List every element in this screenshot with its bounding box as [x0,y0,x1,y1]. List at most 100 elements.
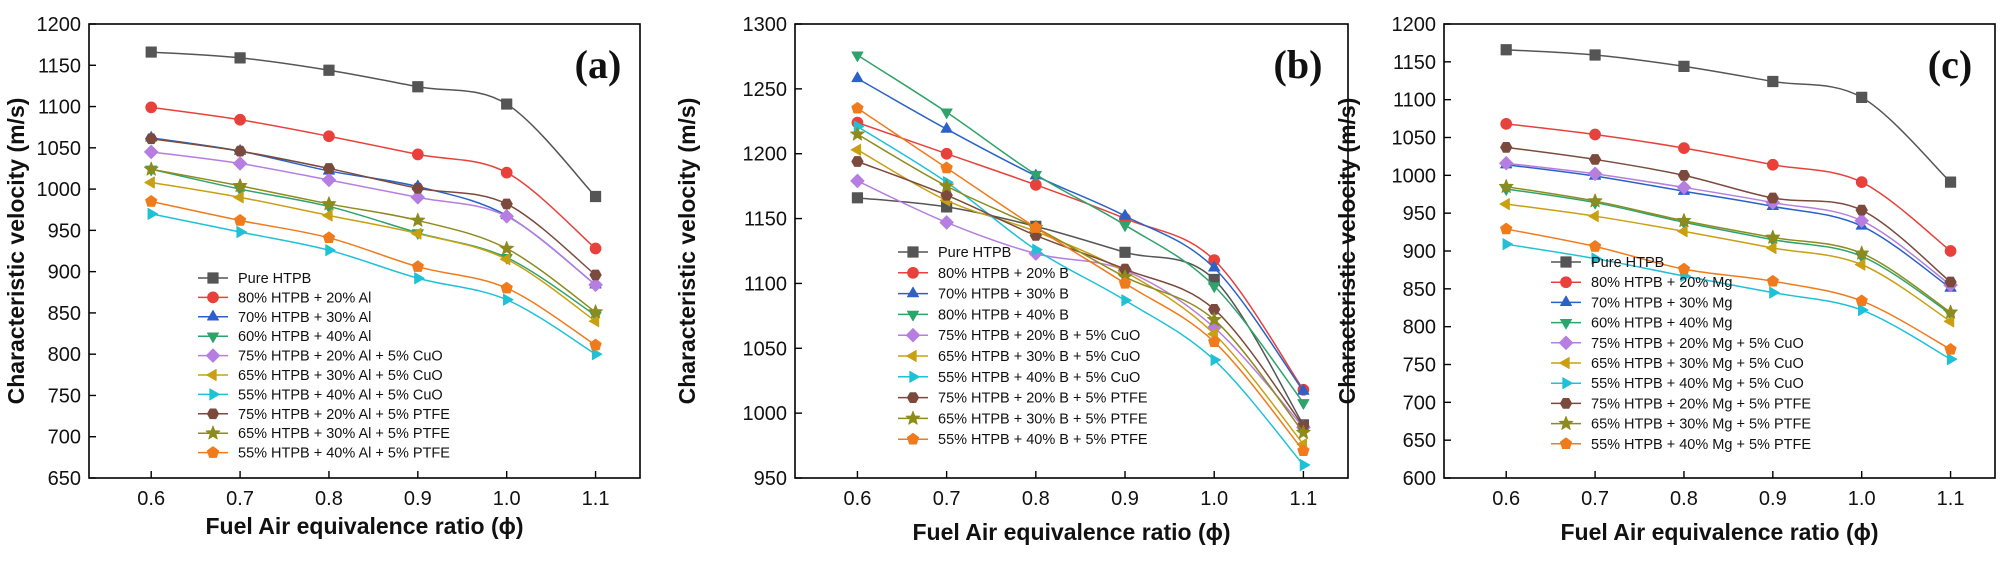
legend-marker [206,368,217,382]
data-point [232,156,248,171]
legend-marker [1559,356,1570,370]
data-point [322,231,336,244]
series-line [857,125,1304,466]
legend-item: 65% HTPB + 30% B + 5% PTFE [898,410,1148,427]
chart-panel-b: 950 1000 1050 1100 1150 1200 1250 1300 0.6 0.7 0.8… [674,14,1349,545]
x-tick-label: 1.0 [493,488,521,510]
data-point [1208,335,1221,348]
series-5 [144,144,603,292]
legend-item: 70% HTPB + 30% B [898,287,1069,303]
legend-item: 60% HTPB + 40% Al [198,329,371,345]
x-tick-label: 1.1 [1289,488,1317,510]
series-line [1506,123,1952,252]
y-tick-label: 850 [1403,279,1436,301]
legend-item: 70% HTPB + 30% Al [198,310,371,326]
data-point [499,209,514,224]
legend-label: Pure HTPB [1591,255,1664,271]
series-line [1506,188,1951,315]
y-tick-label: 1100 [744,273,787,295]
series-6 [1499,198,1955,328]
legend-item: 80% HTPB + 20% Mg [1551,275,1732,291]
y-axis-label: Characteristic velocity (m/s) [1334,98,1360,405]
legend-label: 75% HTPB + 20% B + 5% PTFE [938,391,1148,407]
legend: Pure HTPB 80% HTPB + 20% Mg 70% HTPB + 30%… [1551,255,1811,453]
series-8 [1500,141,1957,288]
series-10 [145,195,602,351]
legend-label: 75% HTPB + 20% Mg + 5% PTFE [1591,396,1811,412]
data-point [500,198,513,210]
data-point [1766,158,1779,171]
data-point [1208,260,1221,272]
legend-label: 65% HTPB + 30% Mg + 5% CuO [1591,356,1804,372]
legend-marker [206,332,220,344]
legend-marker [206,446,220,458]
legend-item: Pure HTPB [198,271,311,287]
data-point [1029,170,1042,182]
data-point [503,293,514,306]
series-2 [145,101,602,255]
data-point [850,173,865,189]
legend-marker [1562,377,1573,390]
chart-panel-c: 600 650 700 750 800 850 900 950 1000 1050 1100 1150… [1334,14,1996,545]
legend-item: 65% HTPB + 30% Al + 5% PTFE [198,425,450,442]
series-7 [853,120,1311,472]
series-line [1506,162,1951,286]
legend-label: 55% HTPB + 40% Mg + 5% CuO [1591,376,1804,392]
x-tick-label: 0.7 [1581,488,1609,510]
legend-marker [1559,437,1573,450]
legend-label: 80% HTPB + 40% B [938,307,1069,323]
legend-marker [1560,276,1572,289]
legend-label: 55% HTPB + 40% Mg + 5% PTFE [1591,437,1811,453]
series-8 [145,133,602,281]
panel-label: (b) [1274,42,1323,87]
legend-label: 70% HTPB + 30% Mg [1591,295,1732,311]
x-tick-label: 1.0 [1848,488,1876,510]
data-point [236,225,247,239]
y-tick-label: 1250 [743,79,788,101]
series-10 [1500,222,1957,355]
legend-item: 65% HTPB + 30% Al + 5% CuO [198,368,443,384]
series-line [857,133,1304,434]
legend-item: 60% HTPB + 40% Mg [1551,316,1732,332]
data-point [1767,75,1779,88]
data-point [940,122,953,133]
data-point [411,260,424,272]
y-tick-label: 1000 [37,179,82,201]
legend-marker [1559,318,1573,330]
legend-item: 55% HTPB + 40% Mg + 5% CuO [1551,376,1804,392]
legend-marker [906,432,920,445]
legend-item: 55% HTPB + 40% Mg + 5% PTFE [1551,437,1811,453]
legend-marker [207,272,219,284]
data-point [591,348,603,361]
series-2 [1500,118,1957,257]
y-tick-label: 750 [48,385,81,407]
legend-marker [205,425,221,440]
legend-item: 75% HTPB + 20% Al + 5% CuO [198,348,443,365]
data-point [1591,252,1602,265]
data-point [1121,294,1132,307]
data-point [1118,209,1132,220]
y-tick-label: 1150 [38,55,81,77]
data-point [1587,166,1603,181]
data-point [1766,274,1779,287]
y-tick-label: 950 [1403,203,1436,225]
y-tick-label: 1100 [1393,90,1436,112]
series-6 [144,176,600,328]
legend-label: 75% HTPB + 20% Al + 5% PTFE [238,407,450,423]
data-point [323,64,335,76]
legend-item: 65% HTPB + 30% Mg + 5% CuO [1551,356,1804,372]
data-point [1297,399,1310,410]
y-tick-label: 1300 [743,14,788,36]
series-line [857,77,1305,392]
panel-label: (a) [575,42,622,87]
legend-item: 75% HTPB + 20% B + 5% PTFE [898,391,1148,407]
series-7 [147,207,603,361]
data-point [233,214,247,226]
legend-marker [207,291,219,304]
data-point [939,178,954,193]
data-point [1119,246,1131,258]
x-tick-label: 0.8 [1670,488,1698,510]
x-tick-label: 1.0 [1200,488,1228,510]
legend-item: 65% HTPB + 30% B + 5% CuO [898,349,1140,365]
data-point [1677,225,1688,238]
